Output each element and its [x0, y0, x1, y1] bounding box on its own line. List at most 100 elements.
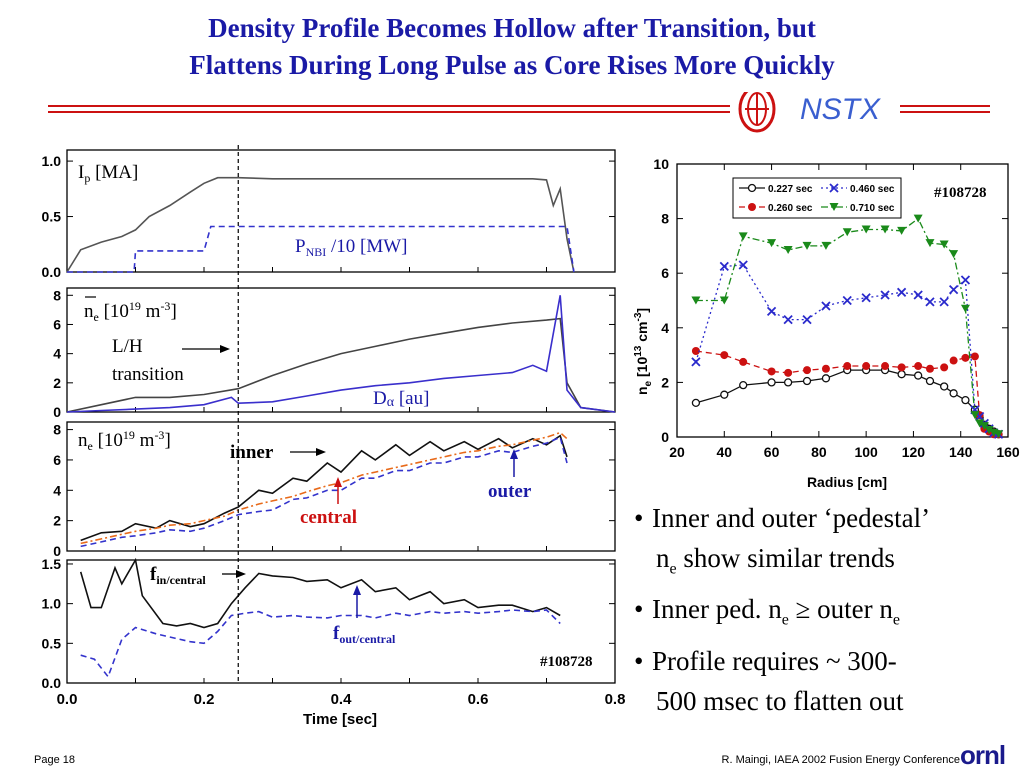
data-point — [961, 353, 970, 362]
series-line — [695, 369, 999, 435]
series-line — [80, 431, 568, 545]
x-tick-label: 60 — [764, 444, 780, 460]
fin-label: fin/central — [150, 564, 206, 587]
data-point — [913, 290, 923, 300]
data-point — [767, 367, 776, 376]
data-point — [925, 364, 934, 373]
data-point — [738, 260, 748, 270]
data-point — [984, 426, 994, 435]
data-point — [803, 366, 812, 375]
data-point — [939, 297, 949, 307]
data-point — [949, 356, 958, 365]
radial-profile-chart: 0 2 4 6 8 10 20 40 60 80 100 120 140 160 0.227 sec 0.46… — [633, 156, 1020, 490]
data-point — [925, 297, 935, 307]
data-point — [881, 362, 890, 371]
y-tick-label: 2 — [53, 513, 61, 529]
series-line — [80, 436, 568, 548]
y-tick-label: 2 — [53, 375, 61, 391]
data-point — [960, 304, 970, 313]
fout-label: fout/central — [333, 623, 396, 646]
data-point — [829, 183, 839, 193]
lh-label-1: L/H — [112, 336, 143, 357]
data-point — [970, 352, 979, 361]
data-point — [691, 357, 701, 367]
y-tick-label: 10 — [653, 156, 669, 172]
data-point — [802, 376, 812, 386]
title-line-1: Density Profile Becomes Hollow after Tra… — [208, 13, 816, 43]
x-tick-label: 160 — [996, 444, 1020, 460]
data-point — [880, 290, 890, 300]
nstx-logo-text: NSTX — [800, 93, 881, 126]
data-point — [691, 398, 701, 408]
data-point — [842, 228, 852, 237]
data-point — [802, 241, 812, 250]
slide-title: Density Profile Becomes Hollow after Tra… — [0, 10, 1024, 84]
data-point — [940, 382, 949, 391]
legend-label: 0.260 sec — [768, 203, 813, 214]
data-point — [948, 284, 959, 295]
shot-number-right: #108728 — [934, 185, 987, 201]
data-point — [821, 241, 831, 250]
y-tick-label: 8 — [53, 422, 61, 438]
data-point — [802, 314, 812, 325]
x-tick-label: 0.4 — [331, 691, 353, 708]
y-tick-label: 0.5 — [42, 635, 62, 651]
data-point — [913, 214, 923, 223]
central-label: central — [300, 507, 357, 528]
bullet-item-continuation: ne show similar trends — [656, 543, 895, 578]
data-point — [975, 419, 985, 428]
data-point — [994, 430, 1004, 439]
bullet-item: Inner and outer ‘pedestal’ — [632, 498, 1024, 538]
radial-x-axis-label: Radius [cm] — [807, 474, 887, 490]
ip-label: Ip [MA] — [78, 162, 138, 185]
x-tick-label: 120 — [902, 444, 926, 460]
data-point — [821, 364, 830, 373]
data-point — [979, 422, 989, 431]
header-rule: NSTX — [48, 92, 990, 133]
x-tick-label: 20 — [669, 444, 685, 460]
data-point — [925, 376, 935, 386]
x-tick-label: 100 — [854, 444, 878, 460]
y-tick-label: 4 — [661, 320, 669, 336]
data-point — [738, 232, 748, 241]
bullet-item-continuation: 500 msec to flatten out — [656, 685, 904, 716]
data-point — [897, 226, 907, 235]
series-line — [66, 295, 616, 413]
ne-bar-label: ne [1019 m-3] — [84, 299, 177, 324]
legend-label: 0.710 sec — [850, 203, 895, 214]
time-trace-charts: 0.0 0.5 1.0 0 2 4 6 8 0 2 4 6 8 0.0 0.5 1.0 1.5 0.0 0.2 0.4… — [42, 145, 625, 728]
y-tick-label: 1.0 — [42, 596, 62, 612]
y-tick-label: 6 — [53, 452, 61, 468]
series-line — [79, 557, 561, 629]
data-point — [691, 347, 700, 356]
y-tick-label: 0.5 — [42, 209, 62, 225]
data-point — [783, 378, 793, 387]
data-point — [720, 351, 729, 360]
x-tick-label: 40 — [716, 444, 732, 460]
series-line — [80, 609, 561, 679]
page-number: Page 18 — [34, 754, 75, 766]
data-point — [739, 357, 748, 366]
x-tick-label: 80 — [811, 444, 827, 460]
data-point — [719, 296, 729, 305]
data-point — [949, 250, 959, 259]
nstx-logo-icon — [738, 92, 776, 133]
legend: 0.227 sec 0.460 sec 0.260 sec 0.710 sec — [732, 177, 902, 219]
data-point — [842, 295, 852, 306]
ornl-logo: ornl — [960, 740, 1006, 770]
data-point — [766, 306, 777, 317]
data-point — [783, 245, 793, 254]
shot-number-left: #108728 — [540, 654, 593, 670]
bullet-item: Profile requires ~ 300- — [632, 641, 1024, 681]
y-tick-label: 8 — [661, 211, 669, 227]
pnbi-label: PNBI /10 [MW] — [295, 236, 408, 259]
data-point — [821, 374, 831, 383]
data-point — [862, 362, 871, 371]
data-point — [914, 362, 923, 371]
y-tick-label: 1.0 — [42, 153, 62, 169]
data-point — [821, 301, 831, 311]
data-point — [829, 203, 839, 211]
data-point — [861, 293, 871, 303]
bullet-item: Inner ped. ne ≥ outer ne — [632, 589, 1024, 640]
x-tick-label: 0.2 — [194, 691, 215, 708]
